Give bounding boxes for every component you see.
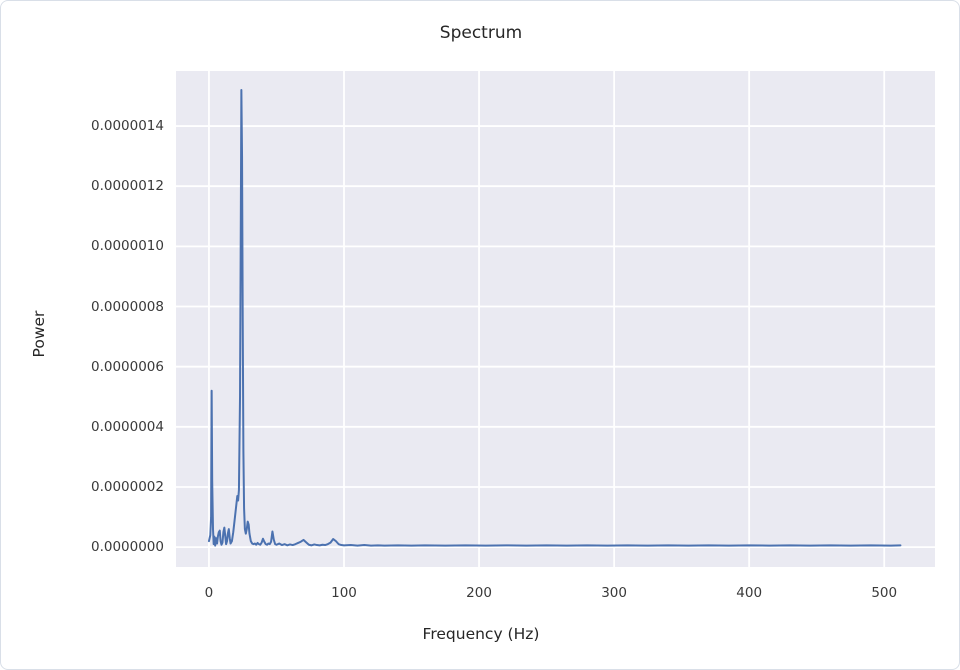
- chart-title: Spectrum: [439, 23, 523, 43]
- spectrum-line: [207, 88, 902, 547]
- y-tick-label: 0.0000014: [90, 118, 164, 135]
- x-tick-label: 0: [204, 585, 214, 601]
- x-tick-label: 400: [736, 585, 763, 601]
- y-tick-label: 0.0000012: [90, 178, 164, 195]
- y-tick-label: 0.0000010: [90, 238, 164, 255]
- y-tick-label: 0.0000002: [90, 478, 164, 495]
- y-tick-label: 0.0000000: [90, 539, 164, 556]
- y-tick-label: 0.0000006: [90, 358, 164, 375]
- y-axis-label: Power: [30, 310, 48, 358]
- x-tick-label: 500: [871, 585, 898, 601]
- plot-area: [176, 71, 935, 567]
- spectrum-plot: [176, 71, 935, 567]
- x-tick-label: 100: [331, 585, 357, 601]
- x-tick-label: 300: [601, 585, 627, 601]
- y-tick-label: 0.0000008: [90, 298, 164, 315]
- x-tick-label: 200: [466, 585, 492, 601]
- x-axis-label: Frequency (Hz): [422, 625, 540, 643]
- y-tick-label: 0.0000004: [90, 418, 164, 435]
